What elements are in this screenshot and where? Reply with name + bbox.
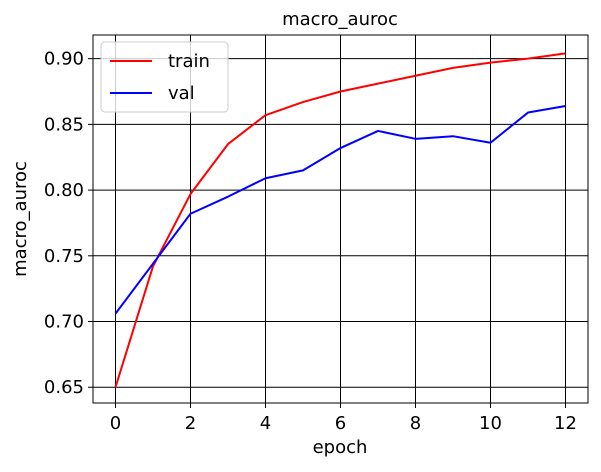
x-tick-label: 0 <box>110 413 121 434</box>
axis-ticks: 0 2 4 6 8 10 12 0.65 0.70 0.75 0.80 0.85 0.90 <box>44 49 577 434</box>
x-tick-label: 2 <box>185 413 196 434</box>
legend-label-train: train <box>168 51 210 72</box>
legend: train val <box>100 41 229 113</box>
legend-box <box>100 41 229 113</box>
x-tick-label: 10 <box>479 413 502 434</box>
series-line-train <box>114 52 566 388</box>
x-tick-label: 4 <box>260 413 271 434</box>
y-tick-label: 0.65 <box>44 377 84 398</box>
y-tick-label: 0.80 <box>44 180 84 201</box>
x-axis-label: epoch <box>313 437 368 458</box>
y-tick-label: 0.75 <box>44 246 84 267</box>
y-axis-label: macro_auroc <box>10 161 31 277</box>
y-tick-label: 0.90 <box>44 49 84 70</box>
x-tick-label: 6 <box>335 413 346 434</box>
grid <box>93 35 588 403</box>
chart-title: macro_auroc <box>282 9 398 30</box>
y-tick-label: 0.70 <box>44 312 84 333</box>
series-line-val <box>114 104 566 315</box>
x-tick-label: 8 <box>410 413 421 434</box>
legend-label-val: val <box>168 83 195 104</box>
x-tick-label: 12 <box>554 413 577 434</box>
series-lines <box>114 52 566 388</box>
y-tick-label: 0.85 <box>44 114 84 135</box>
